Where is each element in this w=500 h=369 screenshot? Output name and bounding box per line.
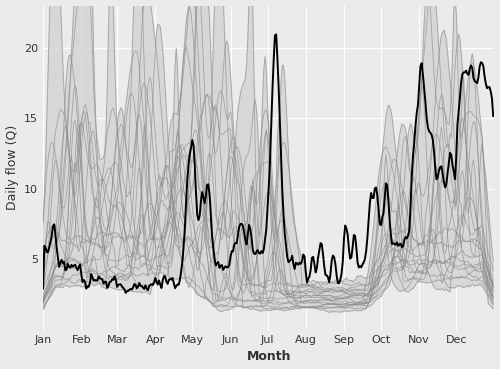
Y-axis label: Daily flow (Q): Daily flow (Q) [6,125,18,210]
X-axis label: Month: Month [246,351,291,363]
